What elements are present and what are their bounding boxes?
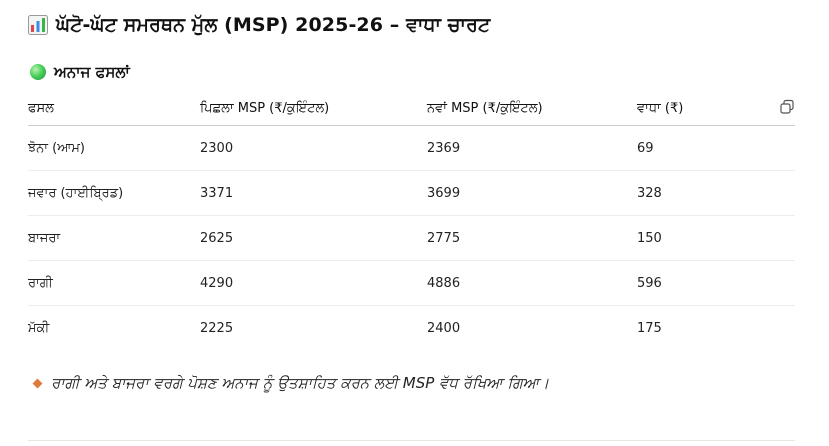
- cell-empty: [767, 170, 795, 216]
- cell-increase: 596: [637, 260, 767, 306]
- orange-diamond-icon: [32, 378, 43, 388]
- cell-empty: [767, 306, 795, 351]
- cell-new-msp: 3699: [427, 170, 637, 216]
- table-row: ਜਵਾਰ (ਹਾਈਬ੍ਰਿਡ) 3371 3699 328: [28, 170, 795, 216]
- cell-previous-msp: 2225: [200, 320, 234, 336]
- title-row: ਘੱਟੋ-ਘੱਟ ਸਮਰਥਨ ਮੁੱਲ (MSP) 2025-26 – ਵਾਧਾ…: [28, 14, 490, 36]
- cell-increase: 150: [637, 215, 767, 261]
- bar-chart-icon: [28, 15, 48, 35]
- section-heading: ਅਨਾਜ ਫਸਲਾਂ: [30, 63, 130, 81]
- cell-previous-msp: 4290: [200, 260, 427, 306]
- column-header-increase: ਵਾਧਾ (₹): [637, 92, 767, 126]
- column-header-previous-msp: ਪਿਛਲਾ MSP (₹/ਕੁਇੰਟਲ): [200, 92, 427, 126]
- column-header-new-msp: ਨਵਾਂ MSP (₹/ਕੁਇੰਟਲ): [427, 92, 637, 126]
- cell-increase: 175: [637, 320, 662, 336]
- cell-empty: [767, 260, 795, 306]
- msp-table: ਫਸਲ ਪਿਛਲਾ MSP (₹/ਕੁਇੰਟਲ) ਨਵਾਂ MSP (₹/ਕੁਇ…: [28, 92, 795, 350]
- copy-icon[interactable]: [779, 99, 795, 115]
- note-text: ਰਾਗੀ ਅਤੇ ਬਾਜਰਾ ਵਰਗੇ ਪੋਸ਼ਣ ਅਨਾਜ ਨੂੰ ਉਤਸ਼ਾ…: [51, 374, 550, 392]
- table-header-row: ਫਸਲ ਪਿਛਲਾ MSP (₹/ਕੁਇੰਟਲ) ਨਵਾਂ MSP (₹/ਕੁਇ…: [28, 92, 795, 126]
- cell-new-msp: 2369: [427, 125, 637, 171]
- cell-increase: 328: [637, 170, 767, 216]
- section-title: ਅਨਾਜ ਫਸਲਾਂ: [54, 63, 130, 81]
- cell-new-msp: 2400: [427, 320, 461, 336]
- cell-empty: [767, 215, 795, 261]
- green-circle-icon: [30, 64, 46, 80]
- cell-new-msp: 4886: [427, 260, 637, 306]
- table-row: ਝੋਨਾ (ਆਮ) 2300 2369 69: [28, 125, 795, 171]
- cell-crop: ਰਾਗੀ: [28, 260, 200, 306]
- cell-crop: ਬਾਜਰਾ: [28, 215, 200, 261]
- cell-increase: 69: [637, 125, 767, 171]
- cell-crop: ਜਵਾਰ (ਹਾਈਬ੍ਰਿਡ): [28, 170, 200, 216]
- cell-crop: ਝੋਨਾ (ਆਮ): [28, 125, 200, 171]
- table-row: ਮੱਕੀ 2225 2400 175: [28, 306, 795, 351]
- copy-button-cell: [767, 92, 795, 126]
- msp-table-container: ਫਸਲ ਪਿਛਲਾ MSP (₹/ਕੁਇੰਟਲ) ਨਵਾਂ MSP (₹/ਕੁਇ…: [28, 92, 795, 350]
- cell-new-msp: 2775: [427, 215, 637, 261]
- table-row: ਬਾਜਰਾ 2625 2775 150: [28, 215, 795, 261]
- note: ਰਾਗੀ ਅਤੇ ਬਾਜਰਾ ਵਰਗੇ ਪੋਸ਼ਣ ਅਨਾਜ ਨੂੰ ਉਤਸ਼ਾ…: [32, 374, 550, 392]
- divider: [28, 440, 795, 441]
- cell-crop: ਮੱਕੀ: [28, 320, 50, 336]
- cell-empty: [767, 125, 795, 171]
- table-row: ਰਾਗੀ 4290 4886 596: [28, 260, 795, 306]
- page-title: ਘੱਟੋ-ਘੱਟ ਸਮਰਥਨ ਮੁੱਲ (MSP) 2025-26 – ਵਾਧਾ…: [56, 14, 491, 36]
- column-header-crop: ਫਸਲ: [28, 92, 200, 126]
- cell-previous-msp: 3371: [200, 170, 427, 216]
- cell-previous-msp: 2300: [200, 125, 427, 171]
- cell-previous-msp: 2625: [200, 215, 427, 261]
